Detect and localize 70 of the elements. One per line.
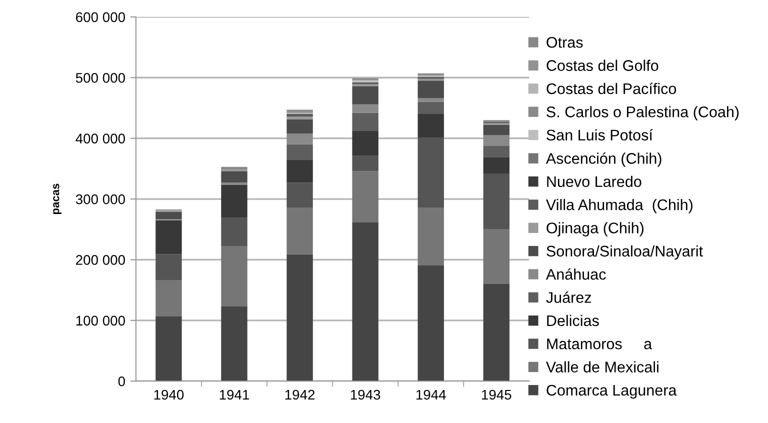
y-tick-label: 300 000	[76, 194, 125, 204]
bar	[221, 246, 248, 306]
legend-label: Sonora/Sinaloa/Nayarit	[546, 245, 703, 260]
legend-label: Comarca Lagunera	[546, 384, 677, 399]
bar	[352, 222, 378, 382]
y-tick-label: 100 000	[76, 316, 125, 326]
bar	[352, 131, 378, 156]
bar	[483, 124, 510, 136]
legend-label: Valle de Mexicali	[546, 361, 658, 372]
bar	[418, 265, 444, 382]
legend-label: Costas del Pacífico	[546, 82, 676, 94]
bar	[483, 146, 510, 158]
bar	[352, 171, 378, 222]
bar	[352, 112, 378, 132]
bar	[221, 218, 248, 246]
bar	[156, 254, 182, 280]
y-tick-label: 0	[118, 376, 125, 386]
bar	[221, 182, 248, 186]
bar	[286, 116, 313, 120]
bar	[483, 157, 510, 174]
legend-label: Ojinaga (Chih)	[546, 222, 644, 236]
bar	[418, 208, 444, 266]
legend-label: Delicias	[547, 314, 599, 326]
bar	[221, 306, 248, 382]
legend-label: Juárez	[546, 292, 592, 303]
bar	[286, 160, 313, 183]
bar	[418, 138, 444, 208]
legend-label: Anáhuac	[546, 268, 606, 280]
legend-label: Nuevo Laredo	[547, 176, 642, 188]
legend-label: Costas del Golfo	[546, 60, 658, 71]
y-tick-label: 500 000	[76, 72, 125, 83]
bar	[286, 254, 313, 382]
bar	[418, 80, 444, 98]
x-tick-label: 1945	[482, 390, 512, 400]
bar	[286, 144, 313, 160]
bar	[483, 174, 510, 230]
bar	[156, 280, 182, 316]
x-tick-label: 1943	[350, 390, 380, 400]
legend-label: Ascención (Chih)	[546, 152, 662, 167]
bar	[483, 135, 510, 146]
bar	[286, 208, 313, 254]
bar	[286, 120, 313, 134]
legend-label: Otras	[546, 36, 583, 48]
x-tick-label: 1942	[285, 390, 315, 400]
bar	[483, 229, 510, 284]
y-tick-label: 400 000	[76, 134, 125, 144]
legend-label: S. Carlos o Palestina (Coah)	[546, 106, 739, 120]
bar	[156, 212, 182, 220]
bar	[286, 182, 313, 208]
bar	[418, 102, 444, 114]
y-axis-title: pacas	[53, 184, 62, 214]
legend-label: Matamoros a	[547, 338, 652, 350]
bar	[156, 316, 182, 382]
bar	[352, 156, 378, 172]
x-tick-label: 1940	[154, 390, 184, 400]
x-tick-label: 1941	[220, 390, 250, 400]
bar	[221, 171, 248, 183]
bar	[156, 220, 182, 254]
bar	[352, 86, 378, 104]
bar	[352, 104, 378, 113]
bar	[483, 284, 510, 382]
y-tick-label: 200 000	[76, 255, 125, 265]
y-tick-label: 600 000	[76, 12, 125, 22]
bar	[418, 98, 444, 102]
legend-label: San Luis Potosí	[546, 129, 653, 141]
bar	[418, 114, 444, 138]
legend-label: Villa Ahumada (Chih)	[546, 198, 692, 214]
bar	[286, 133, 313, 144]
bar	[221, 185, 248, 218]
x-tick-label: 1944	[416, 390, 446, 400]
